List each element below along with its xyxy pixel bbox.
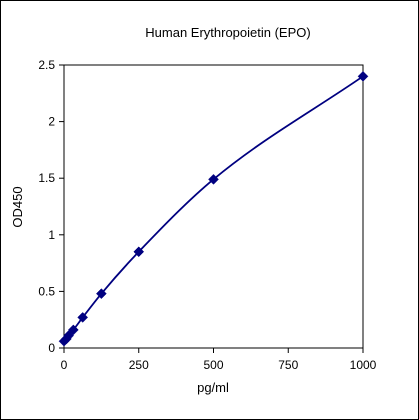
fitted-curve-line xyxy=(63,75,364,342)
data-point-marker xyxy=(208,173,219,185)
x-tick-label: 500 xyxy=(203,358,223,372)
y-tick-label: 1 xyxy=(48,228,55,242)
x-axis: 0 250 500 750 1000 xyxy=(61,348,377,372)
data-point-marker xyxy=(357,70,369,82)
x-tick-label: 250 xyxy=(129,358,149,372)
y-tick-label: 2 xyxy=(48,115,55,129)
x-tick-label: 1000 xyxy=(350,358,377,372)
data-points xyxy=(58,70,369,347)
y-axis: 0 0.5 1 1.5 2 2.5 xyxy=(38,58,64,355)
chart-title: Human Erythropoietin (EPO) xyxy=(145,25,310,40)
data-point-marker xyxy=(133,246,145,258)
y-tick-label: 0 xyxy=(48,341,55,355)
x-axis-label: pg/ml xyxy=(197,380,229,395)
y-tick-label: 1.5 xyxy=(38,171,55,185)
y-tick-label: 2.5 xyxy=(38,58,55,72)
data-point-marker xyxy=(67,324,79,336)
plot-area xyxy=(63,64,364,349)
y-tick-label: 0.5 xyxy=(38,284,55,298)
data-point-marker xyxy=(77,312,89,323)
y-axis-label: OD450 xyxy=(10,186,25,227)
x-tick-label: 0 xyxy=(61,358,68,372)
data-point-marker xyxy=(96,288,107,300)
x-tick-label: 750 xyxy=(278,358,298,372)
